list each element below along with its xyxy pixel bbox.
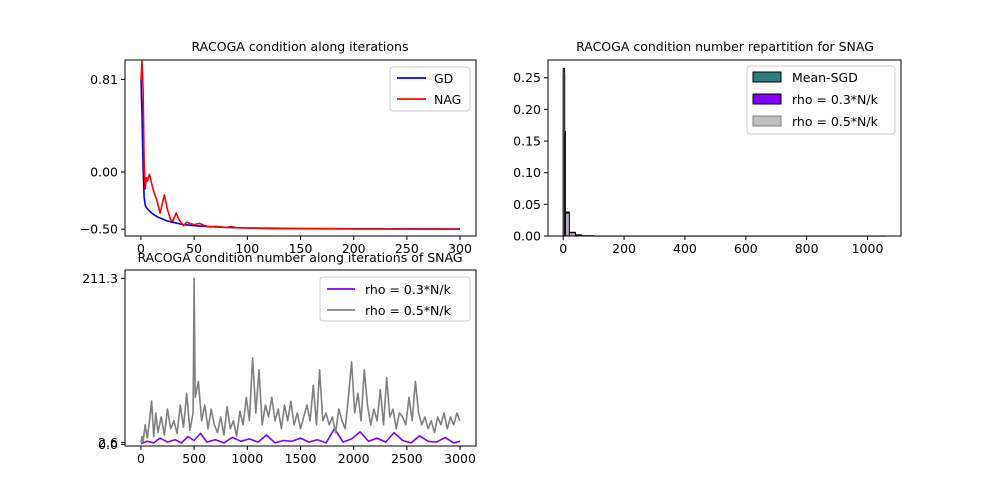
x-tick-label: 600	[734, 241, 758, 256]
y-tick-label: 0.05	[513, 197, 541, 212]
legend: rho = 0.3*N/k rho = 0.5*N/k	[320, 277, 470, 321]
x-tick-label: 800	[795, 241, 819, 256]
legend-label-nag: NAG	[434, 92, 461, 107]
x-tick-label: 2500	[391, 451, 423, 466]
x-tick-label: 0	[137, 451, 145, 466]
legend-label-mean-sgd: Mean-SGD	[792, 70, 858, 85]
chart-title: RACOGA condition along iterations	[192, 39, 409, 54]
x-tick-label: 500	[182, 451, 206, 466]
y-tick-label: 0.00	[90, 165, 118, 180]
x-tick-label: 1500	[285, 451, 317, 466]
legend: Mean-SGD rho = 0.3*N/k rho = 0.5*N/k	[747, 66, 895, 134]
y-tick-label: 0.15	[513, 134, 541, 149]
legend-label-rho-03: rho = 0.3*N/k	[365, 282, 452, 297]
legend-label-rho-03: rho = 0.3*N/k	[792, 92, 879, 107]
legend-label-rho-05: rho = 0.5*N/k	[365, 303, 452, 318]
y-tick-label: 0.00	[513, 229, 541, 244]
legend-swatch-rho-03	[753, 94, 781, 104]
histogram-bar-2-2	[566, 213, 570, 236]
legend: GD NAG	[390, 67, 470, 111]
x-tick-label: 2000	[338, 451, 370, 466]
x-tick-label: 1000	[231, 451, 263, 466]
y-tick-label: 0.81	[90, 72, 118, 87]
x-tick-label: 200	[612, 241, 636, 256]
y-tick-label: −0.50	[80, 222, 118, 237]
x-tick-label: 400	[673, 241, 697, 256]
y-tick-label: 0.10	[513, 165, 541, 180]
legend-label-gd: GD	[434, 71, 453, 86]
x-tick-label: 3000	[444, 451, 476, 466]
y-tick-label: 0.20	[513, 102, 541, 117]
legend-swatch-rho-05	[753, 116, 781, 126]
y-tick-label: 211.3	[82, 271, 118, 286]
x-tick-label: 1000	[852, 241, 884, 256]
legend-swatch-mean-sgd	[753, 72, 781, 82]
chart-title: RACOGA condition number repartition for …	[576, 39, 874, 54]
legend-label-rho-05: rho = 0.5*N/k	[792, 114, 879, 129]
x-tick-label: 0	[559, 241, 567, 256]
y-tick-label: 0.25	[513, 70, 541, 85]
y-tick-label: 0.0	[98, 437, 118, 452]
chart-title: RACOGA condition number along iterations…	[137, 250, 462, 265]
